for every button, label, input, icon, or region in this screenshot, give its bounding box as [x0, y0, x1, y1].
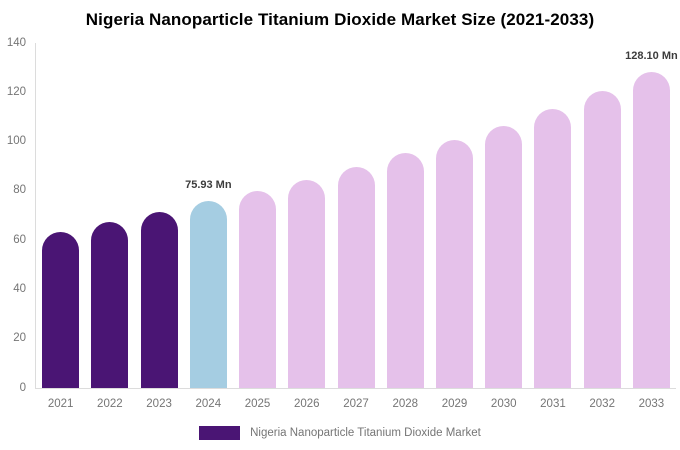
bar-2030[interactable] — [485, 126, 523, 388]
bar-2022[interactable] — [91, 222, 129, 388]
bar-2033[interactable] — [632, 72, 670, 388]
y-axis-tick-label: 20 — [13, 332, 26, 345]
bar-2026[interactable] — [288, 180, 326, 388]
x-axis-label-2021: 2021 — [47, 398, 74, 410]
bar-slot-2027 — [331, 43, 380, 388]
bar-slot-2031 — [528, 43, 577, 388]
x-axis-label-2026: 2026 — [293, 398, 320, 410]
bar-2023[interactable] — [140, 211, 178, 388]
legend-swatch — [199, 426, 241, 440]
x-axis-label-2025: 2025 — [244, 398, 271, 410]
y-axis-tick-label: 60 — [13, 233, 26, 246]
bar-2021[interactable] — [42, 231, 80, 388]
x-axis-label-2033: 2033 — [638, 398, 665, 410]
bar-2024[interactable] — [189, 200, 227, 388]
bar-slot-2025 — [233, 43, 282, 388]
bar-slot-2024: 75.93 Mn — [184, 43, 233, 388]
bar-slot-2023 — [134, 43, 183, 388]
x-axis-line — [35, 388, 676, 389]
bar-slot-2026 — [282, 43, 331, 388]
x-axis-label-2028: 2028 — [392, 398, 419, 410]
bar-slot-2022 — [85, 43, 134, 388]
plot-area: 75.93 Mn 128.10 Mn — [36, 43, 678, 388]
bar-2025[interactable] — [239, 190, 277, 388]
y-axis-tick-label: 100 — [6, 135, 26, 148]
y-axis-line — [35, 43, 36, 389]
bar-2031[interactable] — [534, 108, 572, 388]
x-axis-label-2032: 2032 — [589, 398, 615, 410]
x-axis-label-2027: 2027 — [343, 398, 369, 410]
bar-2032[interactable] — [583, 91, 621, 388]
x-axis-label-2022: 2022 — [97, 398, 123, 410]
data-label-2033: 128.10 Mn — [625, 50, 678, 63]
x-axis-label-2029: 2029 — [441, 398, 468, 410]
bar-2028[interactable] — [386, 152, 424, 388]
x-axis-label-2023: 2023 — [146, 398, 172, 410]
x-axis-label-2030: 2030 — [490, 398, 517, 410]
y-axis: 0 20 40 60 80 100 120 140 — [0, 37, 28, 394]
bar-slot-2033: 128.10 Mn — [625, 43, 678, 388]
x-axis: 2021 2022 2023 2024 2025 2026 2027 2028 2029 2030… — [36, 398, 676, 410]
y-axis-tick-label: 120 — [6, 85, 26, 98]
y-axis-tick-label: 80 — [13, 184, 26, 197]
bar-slot-2032 — [578, 43, 627, 388]
y-axis-tick-label: 40 — [13, 282, 26, 295]
x-axis-label-2031: 2031 — [540, 398, 566, 410]
bar-slot-2021 — [36, 43, 85, 388]
bar-slot-2030 — [479, 43, 528, 388]
legend-label: Nigeria Nanoparticle Titanium Dioxide Ma… — [250, 427, 481, 439]
bar-2027[interactable] — [337, 167, 375, 388]
y-axis-tick-label: 0 — [19, 381, 26, 394]
x-axis-label-2024: 2024 — [195, 398, 222, 410]
bar-slot-2029 — [430, 43, 479, 388]
data-label-2024: 75.93 Mn — [185, 178, 232, 191]
y-axis-tick-label: 140 — [6, 36, 26, 49]
bar-slot-2028 — [381, 43, 430, 388]
chart-title: Nigeria Nanoparticle Titanium Dioxide Ma… — [85, 10, 595, 29]
bar-2029[interactable] — [435, 139, 473, 388]
legend-item[interactable]: Nigeria Nanoparticle Titanium Dioxide Ma… — [0, 426, 680, 440]
